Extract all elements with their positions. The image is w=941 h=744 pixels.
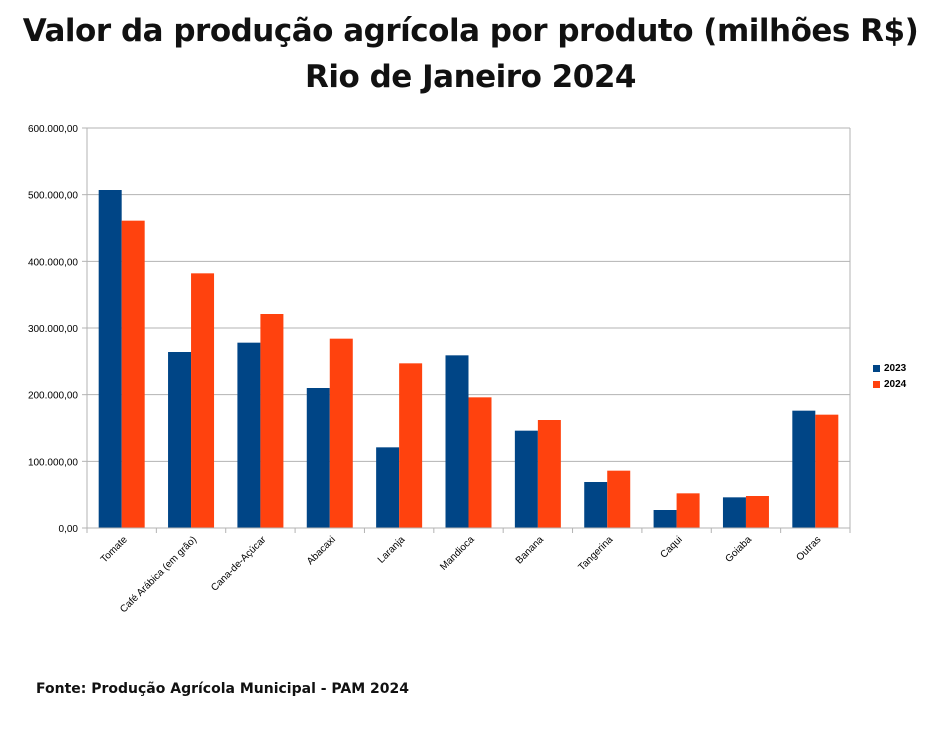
bar-2024-7 bbox=[607, 470, 631, 528]
chart-title: Valor da produção agrícola por produto (… bbox=[0, 8, 941, 100]
chart-title-line1: Valor da produção agrícola por produto (… bbox=[22, 13, 919, 49]
bar-2024-10 bbox=[815, 414, 839, 528]
bar-2023-3 bbox=[306, 388, 330, 528]
bar-2023-6 bbox=[514, 430, 538, 528]
bar-2024-6 bbox=[537, 420, 561, 528]
bar-2024-3 bbox=[329, 338, 353, 528]
source-note: Fonte: Produção Agrícola Municipal - PAM… bbox=[36, 681, 410, 697]
chart-legend: 2023 2024 bbox=[873, 360, 906, 392]
bar-2023-7 bbox=[584, 482, 608, 528]
x-tick-label: Cana-de-Açúcar bbox=[209, 534, 269, 594]
x-tick-label: Caqui bbox=[658, 534, 684, 560]
bar-2023-1 bbox=[168, 352, 192, 528]
bar-2023-9 bbox=[722, 497, 746, 528]
x-tick-label: Banana bbox=[514, 534, 546, 566]
x-tick-label: Tomate bbox=[99, 534, 130, 565]
x-tick-label: Tangerina bbox=[577, 534, 616, 573]
legend-label-2024: 2024 bbox=[884, 378, 907, 390]
y-tick-label: 200.000,00 bbox=[28, 391, 78, 402]
bar-2024-9 bbox=[745, 496, 769, 528]
x-tick-label: Outras bbox=[794, 534, 823, 563]
chart-title-line2: Rio de Janeiro 2024 bbox=[305, 59, 636, 95]
bar-2024-1 bbox=[191, 273, 215, 528]
y-tick-label: 100.000,00 bbox=[28, 457, 78, 468]
y-tick-label: 600.000,00 bbox=[28, 124, 78, 135]
bar-2023-8 bbox=[653, 510, 677, 528]
y-tick-label: 300.000,00 bbox=[28, 324, 78, 335]
bar-2024-0 bbox=[121, 220, 145, 528]
bar-2024-2 bbox=[260, 314, 284, 528]
legend-item-2023: 2023 bbox=[873, 360, 906, 376]
bar-2024-8 bbox=[676, 493, 700, 528]
bar-2023-0 bbox=[98, 190, 122, 528]
bar-2024-4 bbox=[399, 363, 423, 528]
bar-2023-5 bbox=[445, 355, 469, 528]
legend-label-2023: 2023 bbox=[884, 362, 907, 374]
bar-2024-5 bbox=[468, 397, 492, 528]
legend-swatch-2023 bbox=[873, 364, 880, 372]
x-tick-label: Abacaxi bbox=[305, 534, 338, 567]
x-tick-label: Goiaba bbox=[723, 534, 754, 565]
x-tick-label: Laranja bbox=[376, 534, 408, 566]
legend-item-2024: 2024 bbox=[873, 376, 906, 392]
x-tick-label: Mandioca bbox=[438, 534, 477, 573]
y-tick-label: 0,00 bbox=[59, 524, 79, 535]
x-tick-label: Café Arábica (em grão) bbox=[118, 534, 199, 615]
bar-2023-10 bbox=[792, 410, 816, 528]
y-tick-label: 400.000,00 bbox=[28, 257, 78, 268]
bar-2023-2 bbox=[237, 342, 261, 528]
y-tick-label: 500.000,00 bbox=[28, 191, 78, 202]
legend-swatch-2024 bbox=[873, 380, 880, 388]
bar-2023-4 bbox=[376, 447, 400, 528]
